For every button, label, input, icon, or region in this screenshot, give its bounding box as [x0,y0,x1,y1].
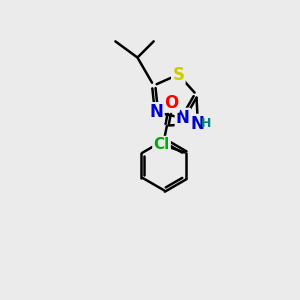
Text: S: S [172,65,184,83]
Text: Cl: Cl [153,137,170,152]
Text: N: N [176,109,190,127]
Text: H: H [201,117,211,130]
Text: N: N [150,103,164,122]
Text: N: N [191,115,205,133]
Text: O: O [164,94,178,112]
